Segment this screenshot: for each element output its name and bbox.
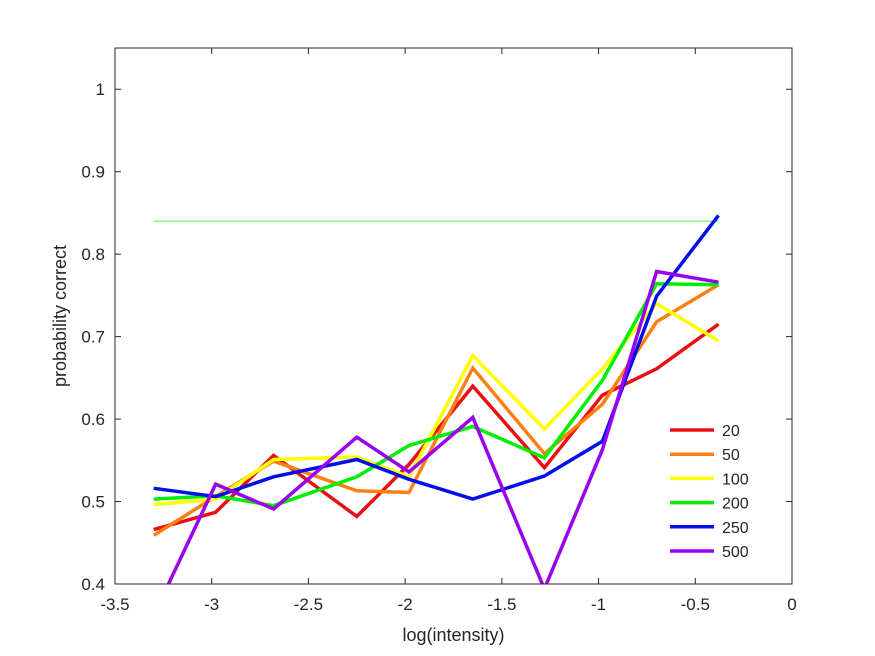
series-line-250	[153, 214, 720, 501]
y-tick-label: 1	[96, 80, 105, 99]
x-tick-label: -2.5	[294, 595, 323, 614]
series-line-500	[166, 269, 719, 584]
series-line-100	[153, 301, 720, 507]
x-axis-label: log(intensity)	[402, 625, 504, 645]
y-tick-label: 0.8	[81, 245, 105, 264]
legend: 20 50 100 200 250 500	[670, 423, 749, 561]
y-axis-label: probability correct	[50, 245, 70, 387]
x-tick-label: -3	[204, 595, 219, 614]
legend-label-250: 250	[722, 520, 749, 537]
y-tick-label: 0.4	[81, 575, 105, 594]
series-line-200	[153, 282, 719, 508]
x-tick-label: -1.5	[487, 595, 516, 614]
x-tick-label: -0.5	[681, 595, 710, 614]
x-tick-label: -2	[398, 595, 413, 614]
y-tick-label: 0.7	[81, 328, 105, 347]
y-tick-label: 0.9	[81, 163, 105, 182]
legend-label-50: 50	[722, 447, 740, 464]
legend-label-20: 20	[722, 423, 740, 440]
legend-label-500: 500	[722, 544, 749, 561]
series-line-20	[153, 322, 720, 532]
legend-label-200: 200	[722, 496, 749, 513]
y-tick-label: 0.6	[81, 410, 105, 429]
plot-box	[114, 47, 793, 585]
x-tick-label: 0	[787, 595, 796, 614]
x-tick-label: -3.5	[100, 595, 129, 614]
y-tick-label: 0.5	[81, 493, 105, 512]
legend-label-100: 100	[722, 471, 749, 488]
x-tick-label: -1	[591, 595, 606, 614]
